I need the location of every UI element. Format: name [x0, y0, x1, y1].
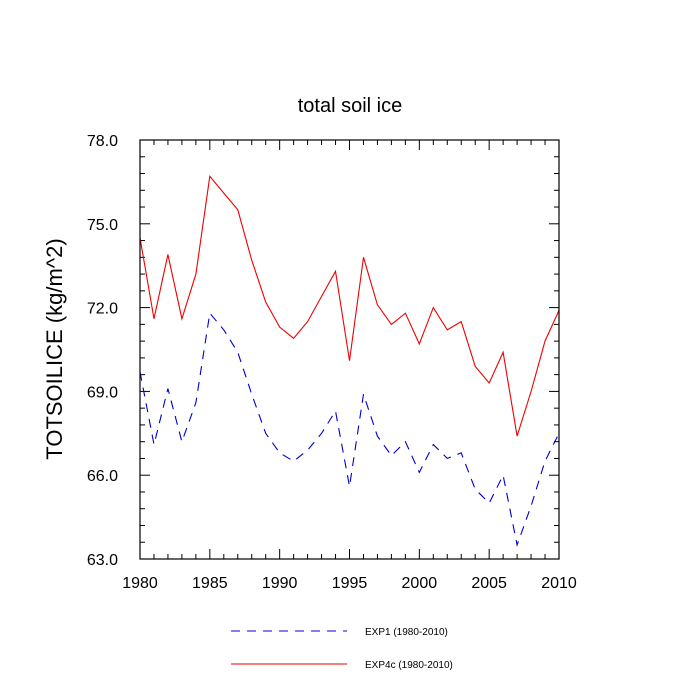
legend: EXP1 (1980-2010) EXP4c (1980-2010)	[231, 627, 453, 671]
plot-frame	[139, 139, 560, 560]
legend-label-1: EXP1 (1980-2010)	[365, 627, 448, 638]
y-tick-label: 78.0	[87, 133, 118, 150]
y-tick-label: 75.0	[87, 217, 118, 234]
x-tick-label: 2000	[402, 575, 438, 592]
chart-title: total soil ice	[298, 95, 403, 117]
x-tick-label: 2005	[471, 575, 507, 592]
x-tick-label: 1980	[122, 575, 158, 592]
axis-ticks	[139, 139, 560, 560]
y-tick-labels: 63.0 66.0 69.0 72.0 75.0 78.0	[87, 133, 118, 569]
x-tick-labels: 1980 1985 1990 1995 2000 2005 2010	[122, 575, 577, 592]
y-axis-label: TOTSOILICE (kg/m^2)	[42, 238, 67, 459]
x-tick-label: 2010	[541, 575, 577, 592]
x-tick-label: 1985	[192, 575, 228, 592]
series-line-2	[139, 174, 560, 437]
y-tick-label: 69.0	[87, 384, 118, 401]
x-tick-label: 1990	[262, 575, 298, 592]
x-tick-label: 1995	[332, 575, 368, 592]
y-tick-label: 72.0	[87, 301, 118, 318]
series-lines	[139, 174, 560, 548]
legend-label-2: EXP4c (1980-2010)	[365, 660, 453, 671]
y-tick-label: 63.0	[87, 552, 118, 569]
series-line-1	[139, 311, 560, 548]
y-tick-label: 66.0	[87, 468, 118, 485]
